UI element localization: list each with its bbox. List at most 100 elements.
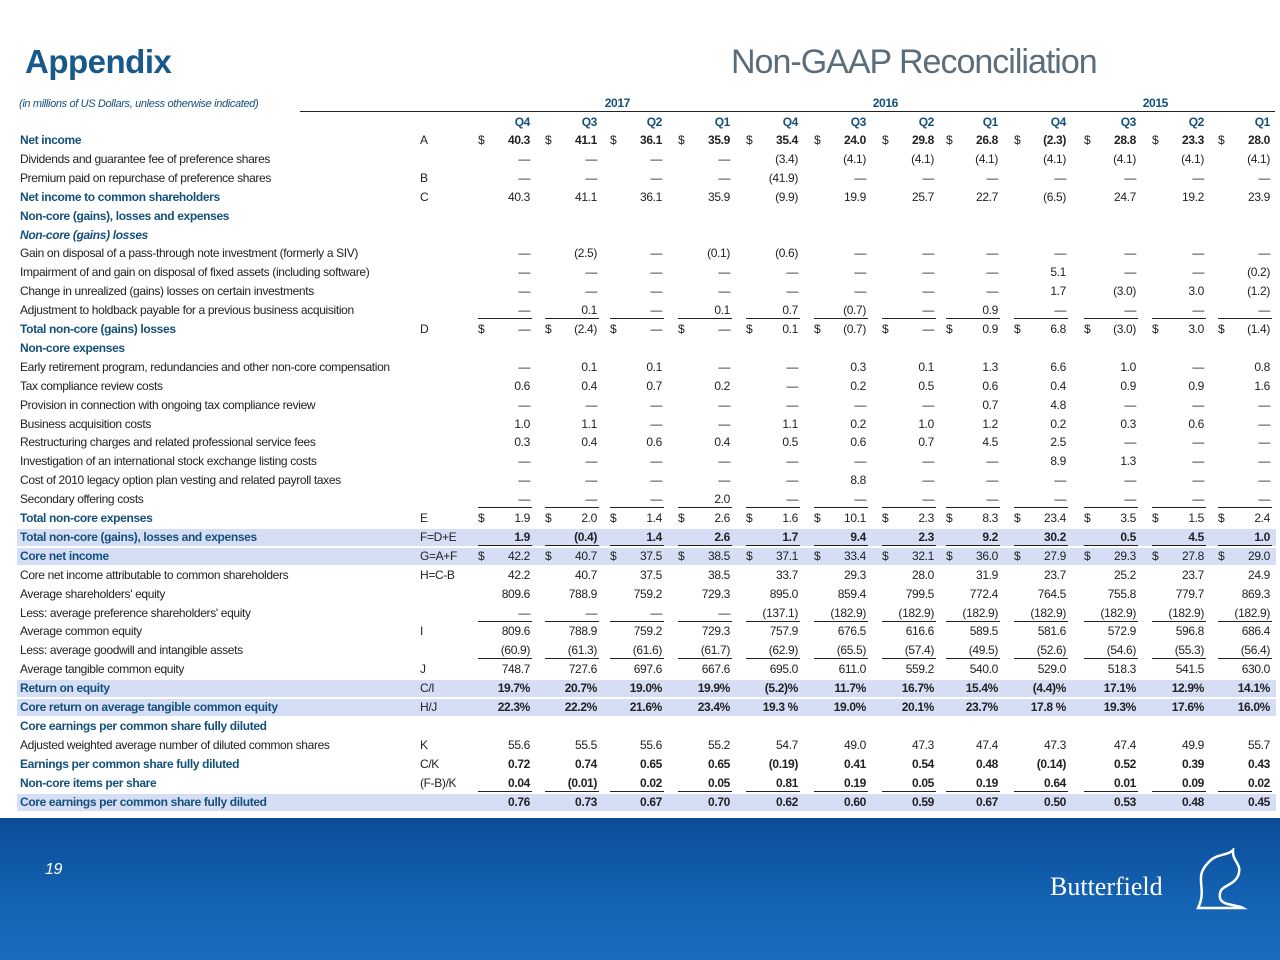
row-code: C [420,189,429,204]
cell: — [922,284,934,299]
cell: — [1054,473,1066,488]
cell: (3.0) [1113,322,1136,336]
cell: (4.1) [975,151,998,166]
cell: (54.6) [1084,642,1138,660]
cell: — [478,605,532,622]
cell: 0.02 [1218,775,1272,792]
cell: (49.5) [946,642,1000,660]
cell: 2.3 [882,529,936,546]
cell: 12.9% [1171,681,1205,696]
cell: 1.0 [1218,529,1272,546]
quarter: Q2 [918,115,935,129]
cell: — [854,246,866,261]
row-code: H/J [420,700,437,714]
cell: 1.9 [514,511,530,525]
cell: 19.3 % [762,700,799,714]
cell: 42.2 [508,567,530,582]
cell: 29.8 [912,133,934,147]
cell: 0.73 [575,794,597,809]
currency: $ [946,511,953,525]
cell: — [650,322,662,336]
cell: 35.9 [708,133,730,147]
cell: 0.19 [946,775,1000,792]
cell: 28.0 [912,567,934,582]
currency: $ [1014,322,1021,336]
currency: $ [946,548,953,563]
cell: — [786,265,798,280]
cell: (182.9) [882,605,936,622]
cell: — [610,302,664,320]
cell: 799.5 [905,586,935,601]
cell: — [545,491,599,509]
cell: 23.4 [1044,511,1066,525]
cell: 2.5 [1050,435,1066,450]
cell: — [1124,246,1136,261]
cell: — [718,359,730,374]
cell: — [650,170,662,185]
cell: 581.6 [1037,624,1067,639]
note: (in millions of US Dollars, unless other… [19,98,259,110]
cell: 55.6 [508,737,530,752]
cell: 759.2 [633,586,663,601]
cell: 8.3 [982,511,998,525]
cell: — [718,473,730,488]
row-label: Dividends and guarantee fee of preferenc… [20,151,271,166]
subtitle: Non-GAAP Reconciliation [731,43,1098,81]
currency: $ [746,511,753,525]
cell: 0.7 [646,378,662,393]
cell: 55.2 [708,737,730,752]
currency: $ [1218,133,1225,147]
currency: $ [545,548,552,563]
cell: 1.7 [746,529,800,546]
cell: 10.1 [844,511,866,525]
currency: $ [1152,511,1159,525]
cell: 4.5 [1152,529,1206,546]
page-number: 19 [45,861,63,878]
row-label: Core earnings per common share fully dil… [20,718,267,733]
currency: $ [882,511,889,525]
quarter: Q1 [982,115,999,129]
cell: 630.0 [1241,662,1271,677]
cell: 0.1 [918,359,934,374]
cell: 2.6 [678,529,732,546]
cell: 29.3 [1114,548,1136,563]
row-label: Core net income [20,548,109,563]
cell: — [585,397,597,412]
row-label: Adjusted weighted average number of dilu… [20,737,330,752]
cell: 764.5 [1037,586,1067,601]
cell: (0.19) [768,756,799,771]
cell: 1.1 [782,416,798,431]
cell: — [1258,246,1270,261]
cell: 859.4 [837,586,867,601]
cell: (60.9) [478,642,532,660]
cell: 55.5 [575,737,597,752]
row-label: Core earnings per common share fully dil… [20,794,267,809]
row-code: C/K [420,756,439,771]
cell: — [1084,491,1138,509]
row-label: Non-core (gains), losses and expenses [20,208,230,223]
cell: 0.05 [678,775,732,792]
row-label: Provision in connection with ongoing tax… [20,397,316,412]
cell: 6.6 [1050,359,1066,374]
currency: $ [946,133,953,147]
cell: 54.7 [776,737,798,752]
cell: 40.7 [575,567,597,582]
cell: — [650,473,662,488]
cell: 667.6 [701,662,731,677]
quarter: Q1 [1254,115,1271,129]
cell: 0.3 [850,359,866,374]
cell: 0.76 [508,794,530,809]
currency: $ [1084,133,1091,147]
cell: 748.7 [501,662,531,677]
currency: $ [610,548,617,563]
cell: — [814,491,868,509]
cell: 0.09 [1152,775,1206,792]
cell: 0.1 [581,359,597,374]
cell: 0.01 [1084,775,1138,792]
cell: 676.5 [837,624,867,639]
row-label: Gain on disposal of a pass-through note … [20,246,359,261]
cell: 0.65 [708,756,730,771]
row-label: Average tangible common equity [20,662,185,677]
cell: 0.9 [946,302,1000,320]
currency: $ [545,511,552,525]
